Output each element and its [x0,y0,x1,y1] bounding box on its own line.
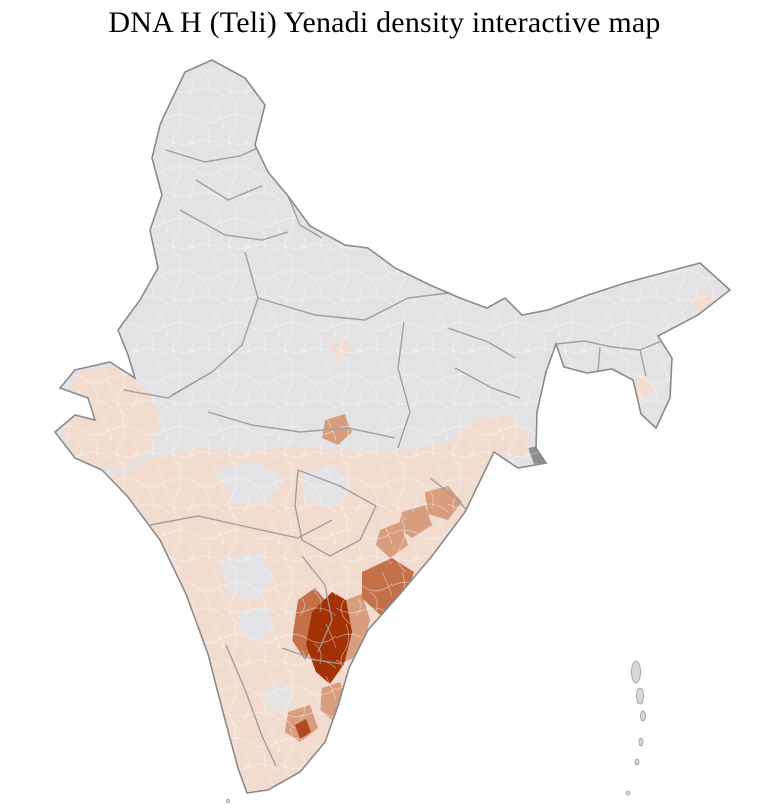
state-borders [123,145,665,767]
island[interactable] [631,660,641,684]
island[interactable] [625,790,631,796]
country-outline [53,59,732,794]
island-chain[interactable] [225,660,646,804]
island[interactable] [225,798,231,804]
island[interactable] [636,687,644,705]
density-regions[interactable] [40,50,740,810]
island[interactable] [634,758,640,766]
island[interactable] [638,737,644,747]
map-title: DNA H (Teli) Yenadi density interactive … [108,6,661,39]
district-borders-pattern [55,60,730,793]
island[interactable] [640,710,646,722]
